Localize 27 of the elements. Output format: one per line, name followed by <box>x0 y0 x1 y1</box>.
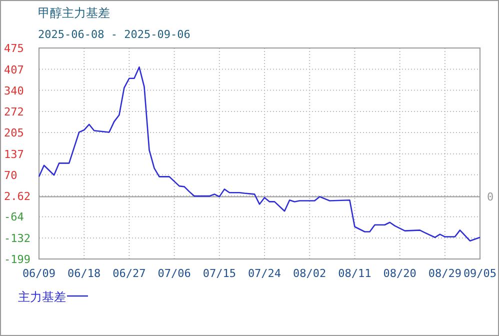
x-tick-label: 06/09 <box>22 267 56 280</box>
legend-label: 主力基差 <box>18 290 66 304</box>
x-tick-label: 06/18 <box>68 267 101 280</box>
y-tick-label: 407 <box>4 63 24 76</box>
y-tick-label: 272 <box>4 106 24 119</box>
x-tick-label: 06/27 <box>112 267 146 280</box>
y-tick-label: 70 <box>4 168 18 182</box>
x-tick-label: 07/15 <box>202 267 236 280</box>
y-tick-label: 475 <box>4 42 24 55</box>
x-tick-label: 08/11 <box>338 267 372 280</box>
y-tick-label: -199 <box>4 253 30 266</box>
y-tick-label: 340 <box>4 84 24 98</box>
y-tick-label: -64 <box>4 210 24 224</box>
y-tick-label: 2.62 <box>4 190 30 203</box>
x-tick-label: 09/05 <box>463 267 497 280</box>
x-tick-label: 07/24 <box>248 267 282 280</box>
y-tick-label: 137 <box>4 148 24 161</box>
chart-title: 甲醇主力基差 <box>38 6 110 20</box>
x-tick-label: 08/29 <box>428 267 462 280</box>
ref-line-label: 0 <box>487 190 494 204</box>
y-tick-label: -132 <box>4 232 30 246</box>
y-tick-label: 205 <box>4 126 24 140</box>
x-tick-label: 08/02 <box>293 267 326 280</box>
chart-subtitle: 2025-06-08 - 2025-09-06 <box>38 28 190 41</box>
x-tick-label: 07/06 <box>158 267 191 280</box>
line-series <box>38 66 481 242</box>
x-tick-label: 08/20 <box>383 267 416 280</box>
